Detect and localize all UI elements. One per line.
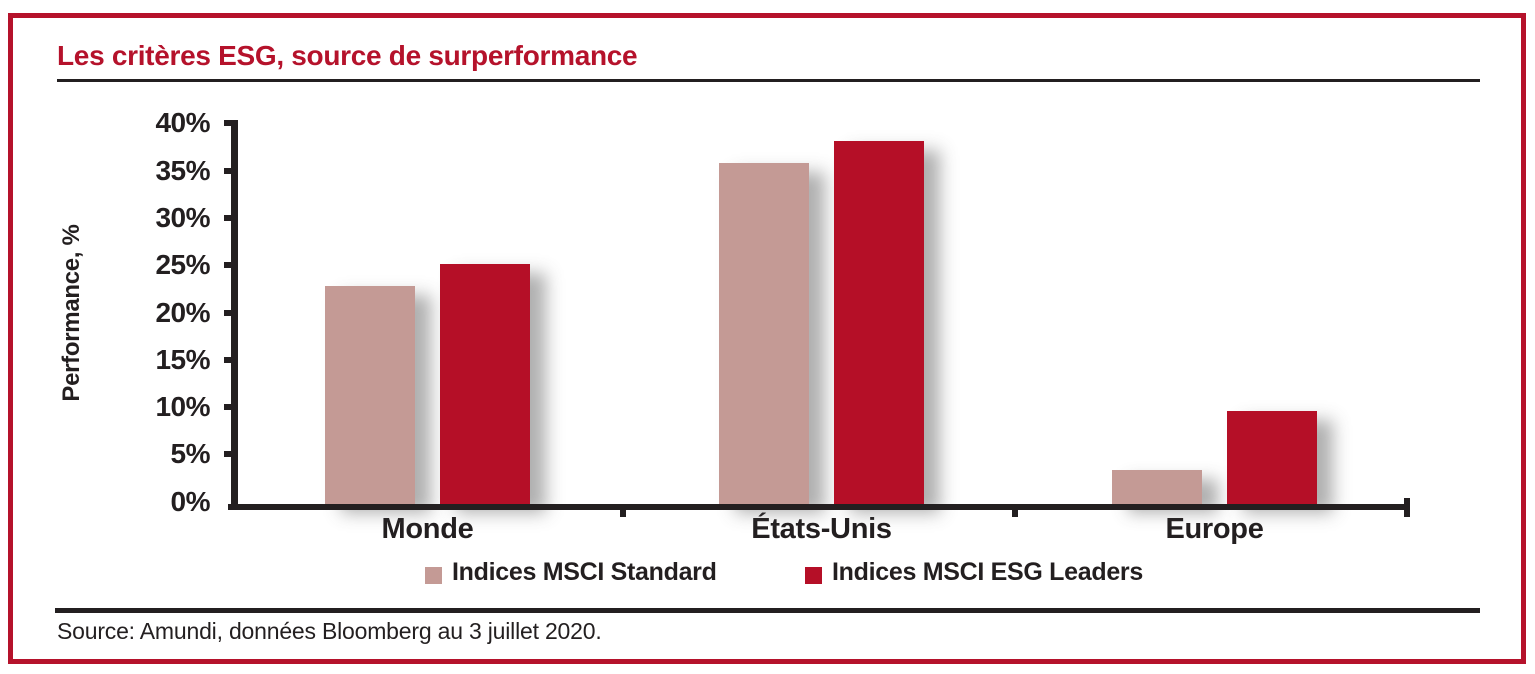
y-tick-mark (224, 356, 232, 363)
y-tick-label: 20% (155, 296, 210, 328)
bar-États-Unis-esg-leaders (834, 140, 924, 504)
y-tick-mark (224, 262, 232, 269)
y-tick-mark (224, 309, 232, 316)
bar-États-Unis-standard (719, 163, 809, 504)
x-boundary-tick (1012, 504, 1018, 517)
y-tick-mark (224, 404, 232, 411)
red-frame-border (8, 13, 1526, 664)
x-boundary-tick (620, 504, 626, 517)
x-category-label: Europe (1165, 513, 1264, 545)
y-tick-label: 5% (170, 438, 211, 470)
source-note: Source: Amundi, données Bloomberg au 3 j… (57, 618, 602, 644)
chart-title: Les critères ESG, source de surperforman… (57, 40, 638, 71)
y-axis-line (231, 120, 238, 510)
y-tick-mark (224, 167, 232, 174)
y-tick-label: 15% (155, 343, 210, 375)
bar-Monde-standard (325, 286, 415, 504)
bar-Europe-esg-leaders (1227, 411, 1317, 504)
bar-Europe-standard (1112, 469, 1202, 504)
footer-divider-line (55, 608, 1480, 613)
legend-swatch (805, 567, 822, 584)
x-category-label: Monde (381, 513, 474, 545)
bar-Monde-esg-leaders (440, 263, 530, 504)
x-axis-line (228, 504, 1410, 510)
y-tick-mark (224, 120, 232, 127)
legend-swatch (425, 567, 442, 584)
y-tick-label: 40% (155, 107, 210, 139)
legend-label: Indices MSCI Standard (452, 558, 717, 586)
y-tick-mark (224, 451, 232, 458)
y-tick-label: 25% (155, 249, 210, 281)
title-divider-line (57, 79, 1480, 82)
legend-label: Indices MSCI ESG Leaders (832, 558, 1143, 586)
y-axis-label: Performance, % (58, 224, 85, 402)
y-tick-mark (224, 214, 232, 221)
y-tick-label: 30% (155, 201, 210, 233)
y-tick-label: 35% (155, 154, 210, 186)
x-category-label: États-Unis (751, 513, 892, 545)
y-tick-label: 10% (155, 391, 210, 423)
y-tick-label: 0% (170, 485, 211, 517)
